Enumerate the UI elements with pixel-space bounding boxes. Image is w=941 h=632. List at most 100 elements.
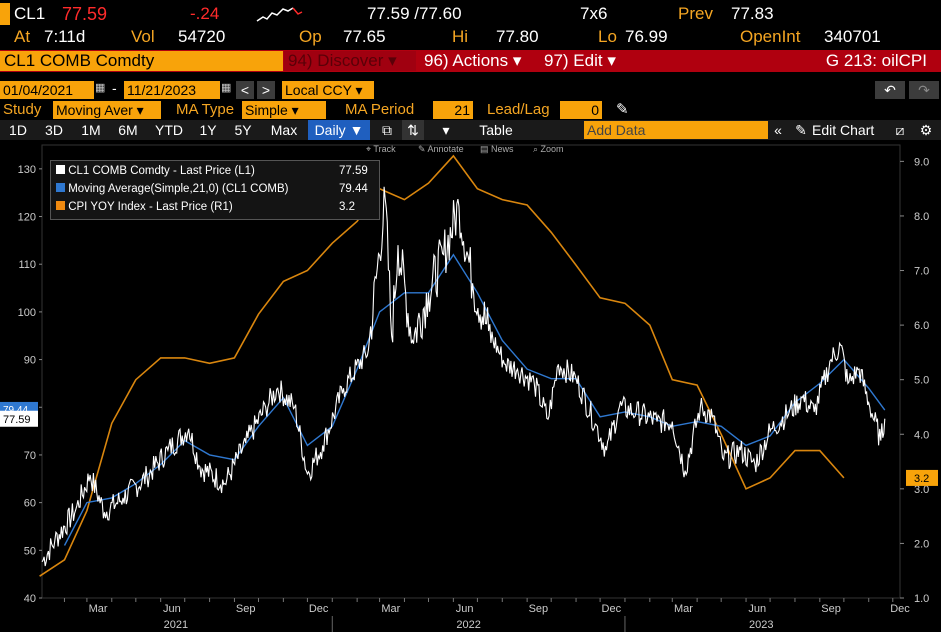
- x-tick-label: Jun: [748, 603, 766, 615]
- x-tick-label: Sep: [236, 603, 256, 615]
- calendar-icon[interactable]: ▦: [95, 82, 106, 94]
- cpi-current-box: [906, 469, 938, 486]
- x-year-label: 2023: [749, 619, 773, 631]
- x-tick-label: Mar: [674, 603, 693, 615]
- bid-ask-size: 7x6: [580, 4, 608, 23]
- chart-type-dropdown[interactable]: ▾: [442, 122, 450, 138]
- x-year-label: 2022: [456, 619, 480, 631]
- left-tick-label: 130: [18, 164, 36, 176]
- right-tick-label: 7.0: [914, 266, 929, 278]
- page-id: G 213: oilCPI: [825, 51, 927, 70]
- undo-button[interactable]: ↶: [875, 81, 905, 99]
- edit-label: 97) Edit: [544, 51, 603, 70]
- table-button[interactable]: Table: [479, 122, 513, 138]
- hi-label: Hi: [452, 27, 469, 46]
- x-tick-label: Mar: [89, 603, 108, 615]
- legend-swatch-ma: [56, 183, 65, 192]
- edit-chart-icon[interactable]: ✎: [795, 122, 807, 138]
- tab-6m[interactable]: 6M: [118, 122, 138, 138]
- tab-3d[interactable]: 3D: [45, 122, 63, 138]
- edit-menu[interactable]: 97) Edit ▾: [544, 51, 616, 70]
- actions-menu[interactable]: 96) Actions ▾: [424, 51, 522, 70]
- gear-icon[interactable]: ⚙: [919, 122, 933, 138]
- x-tick-label: Jun: [163, 603, 181, 615]
- leadlag-input[interactable]: 0: [560, 101, 602, 119]
- legend-item-ma: Moving Average(Simple,21,0) (CL1 COMB): [56, 180, 289, 198]
- lo-label: Lo: [598, 27, 617, 46]
- end-date-input[interactable]: 11/21/2023: [124, 81, 220, 99]
- security-field[interactable]: CL1 COMB Comdty: [0, 51, 283, 71]
- ticker[interactable]: CL1: [14, 4, 46, 23]
- annotate-tool[interactable]: ✎ Annotate: [418, 144, 464, 154]
- price-chart[interactable]: 405060708090100110120130 1.02.03.04.05.0…: [0, 140, 941, 632]
- chart-type-icon[interactable]: ⇅: [402, 120, 424, 140]
- left-axis: 405060708090100110120130: [18, 164, 42, 605]
- price-line: [41, 186, 886, 567]
- study-row: Study Moving Aver ▾ MA Type Simple ▾ MA …: [0, 100, 941, 120]
- collapse-icon[interactable]: «: [774, 122, 782, 138]
- x-tick-label: Dec: [309, 603, 329, 615]
- left-tick-label: 40: [24, 593, 36, 605]
- right-tick-label: 3.0: [914, 484, 929, 496]
- study-select[interactable]: Moving Aver ▾: [53, 101, 161, 119]
- ma-line: [63, 253, 886, 546]
- tab-1d[interactable]: 1D: [9, 122, 27, 138]
- tab-5y[interactable]: 5Y: [234, 122, 252, 138]
- legend-label-price: CL1 COMB Comdty - Last Price (L1): [68, 165, 255, 177]
- ma-period-input[interactable]: 21: [433, 101, 473, 119]
- series-group: [39, 154, 886, 577]
- tab-1m[interactable]: 1M: [81, 122, 101, 138]
- legend-swatch-price: [56, 165, 65, 174]
- cpi-line: [39, 154, 845, 577]
- track-tool[interactable]: ⌖ Track: [366, 144, 396, 154]
- vol-label: Vol: [131, 27, 155, 46]
- legend-swatch-cpi: [56, 201, 65, 210]
- right-tick-label: 6.0: [914, 320, 929, 332]
- zoom-tool[interactable]: ⌕ Zoom: [533, 144, 564, 154]
- legend[interactable]: CL1 COMB Comdty - Last Price (L1) 77.59 …: [50, 160, 380, 220]
- op-value: 77.65: [343, 27, 386, 46]
- prev-value: 77.83: [731, 4, 774, 23]
- zoom-label: Zoom: [540, 144, 564, 154]
- legend-label-ma: Moving Average(Simple,21,0) (CL1 COMB): [68, 183, 289, 195]
- calendar-icon-2[interactable]: ▦: [221, 82, 232, 94]
- tab-1y[interactable]: 1Y: [199, 122, 217, 138]
- pencil-icon[interactable]: ✎: [616, 101, 629, 118]
- hi-value: 77.80: [496, 27, 539, 46]
- line-chart-icon[interactable]: ⧉: [382, 122, 392, 138]
- study-label: Study: [3, 101, 42, 118]
- price-current-label: 77.59: [3, 414, 31, 426]
- legend-item-cpi: CPI YOY Index - Last Price (R1): [56, 198, 233, 216]
- news-label: News: [491, 144, 514, 154]
- lo-value: 76.99: [625, 27, 668, 46]
- at-time: 7:11d: [44, 27, 86, 46]
- right-tick-label: 1.0: [914, 593, 929, 605]
- op-label: Op: [299, 27, 322, 46]
- prev-range-button[interactable]: <: [236, 81, 254, 99]
- prev-label: Prev: [678, 4, 713, 23]
- price-change: -.24: [190, 4, 220, 23]
- currency-select[interactable]: Local CCY ▾: [282, 81, 374, 99]
- x-tick-label: Sep: [821, 603, 841, 615]
- start-date-input[interactable]: 01/04/2021: [0, 81, 94, 99]
- x-tick-label: Dec: [890, 603, 910, 615]
- redo-button[interactable]: ↷: [909, 81, 939, 99]
- ma-type-select[interactable]: Simple ▾: [242, 101, 326, 119]
- discover-label: 94) Discover: [288, 51, 384, 70]
- discover-menu: 94) Discover ▾: [284, 51, 416, 71]
- tab-max[interactable]: Max: [270, 122, 298, 138]
- tab-ytd[interactable]: YTD: [155, 122, 183, 138]
- edit-chart-button[interactable]: Edit Chart: [812, 122, 875, 138]
- period-toolbar: 1D 3D 1M 6M YTD 1Y 5Y Max Daily ▼ ⧉ ⇅ ▾ …: [0, 120, 941, 140]
- left-tick-label: 50: [24, 545, 36, 557]
- news-tool[interactable]: ▤ News: [480, 144, 514, 154]
- x-tick-label: Sep: [529, 603, 549, 615]
- frequency-select[interactable]: Daily ▼: [308, 120, 370, 140]
- date-range-row: 01/04/2021 ▦ - 11/21/2023 ▦ < > Local CC…: [0, 79, 941, 101]
- legend-value-ma: 79.44: [339, 183, 368, 195]
- next-range-button[interactable]: >: [257, 81, 275, 99]
- currency-value: Local CCY: [285, 82, 352, 98]
- add-data-input[interactable]: Add Data: [584, 121, 768, 139]
- settings-icon[interactable]: ⧄: [895, 122, 905, 138]
